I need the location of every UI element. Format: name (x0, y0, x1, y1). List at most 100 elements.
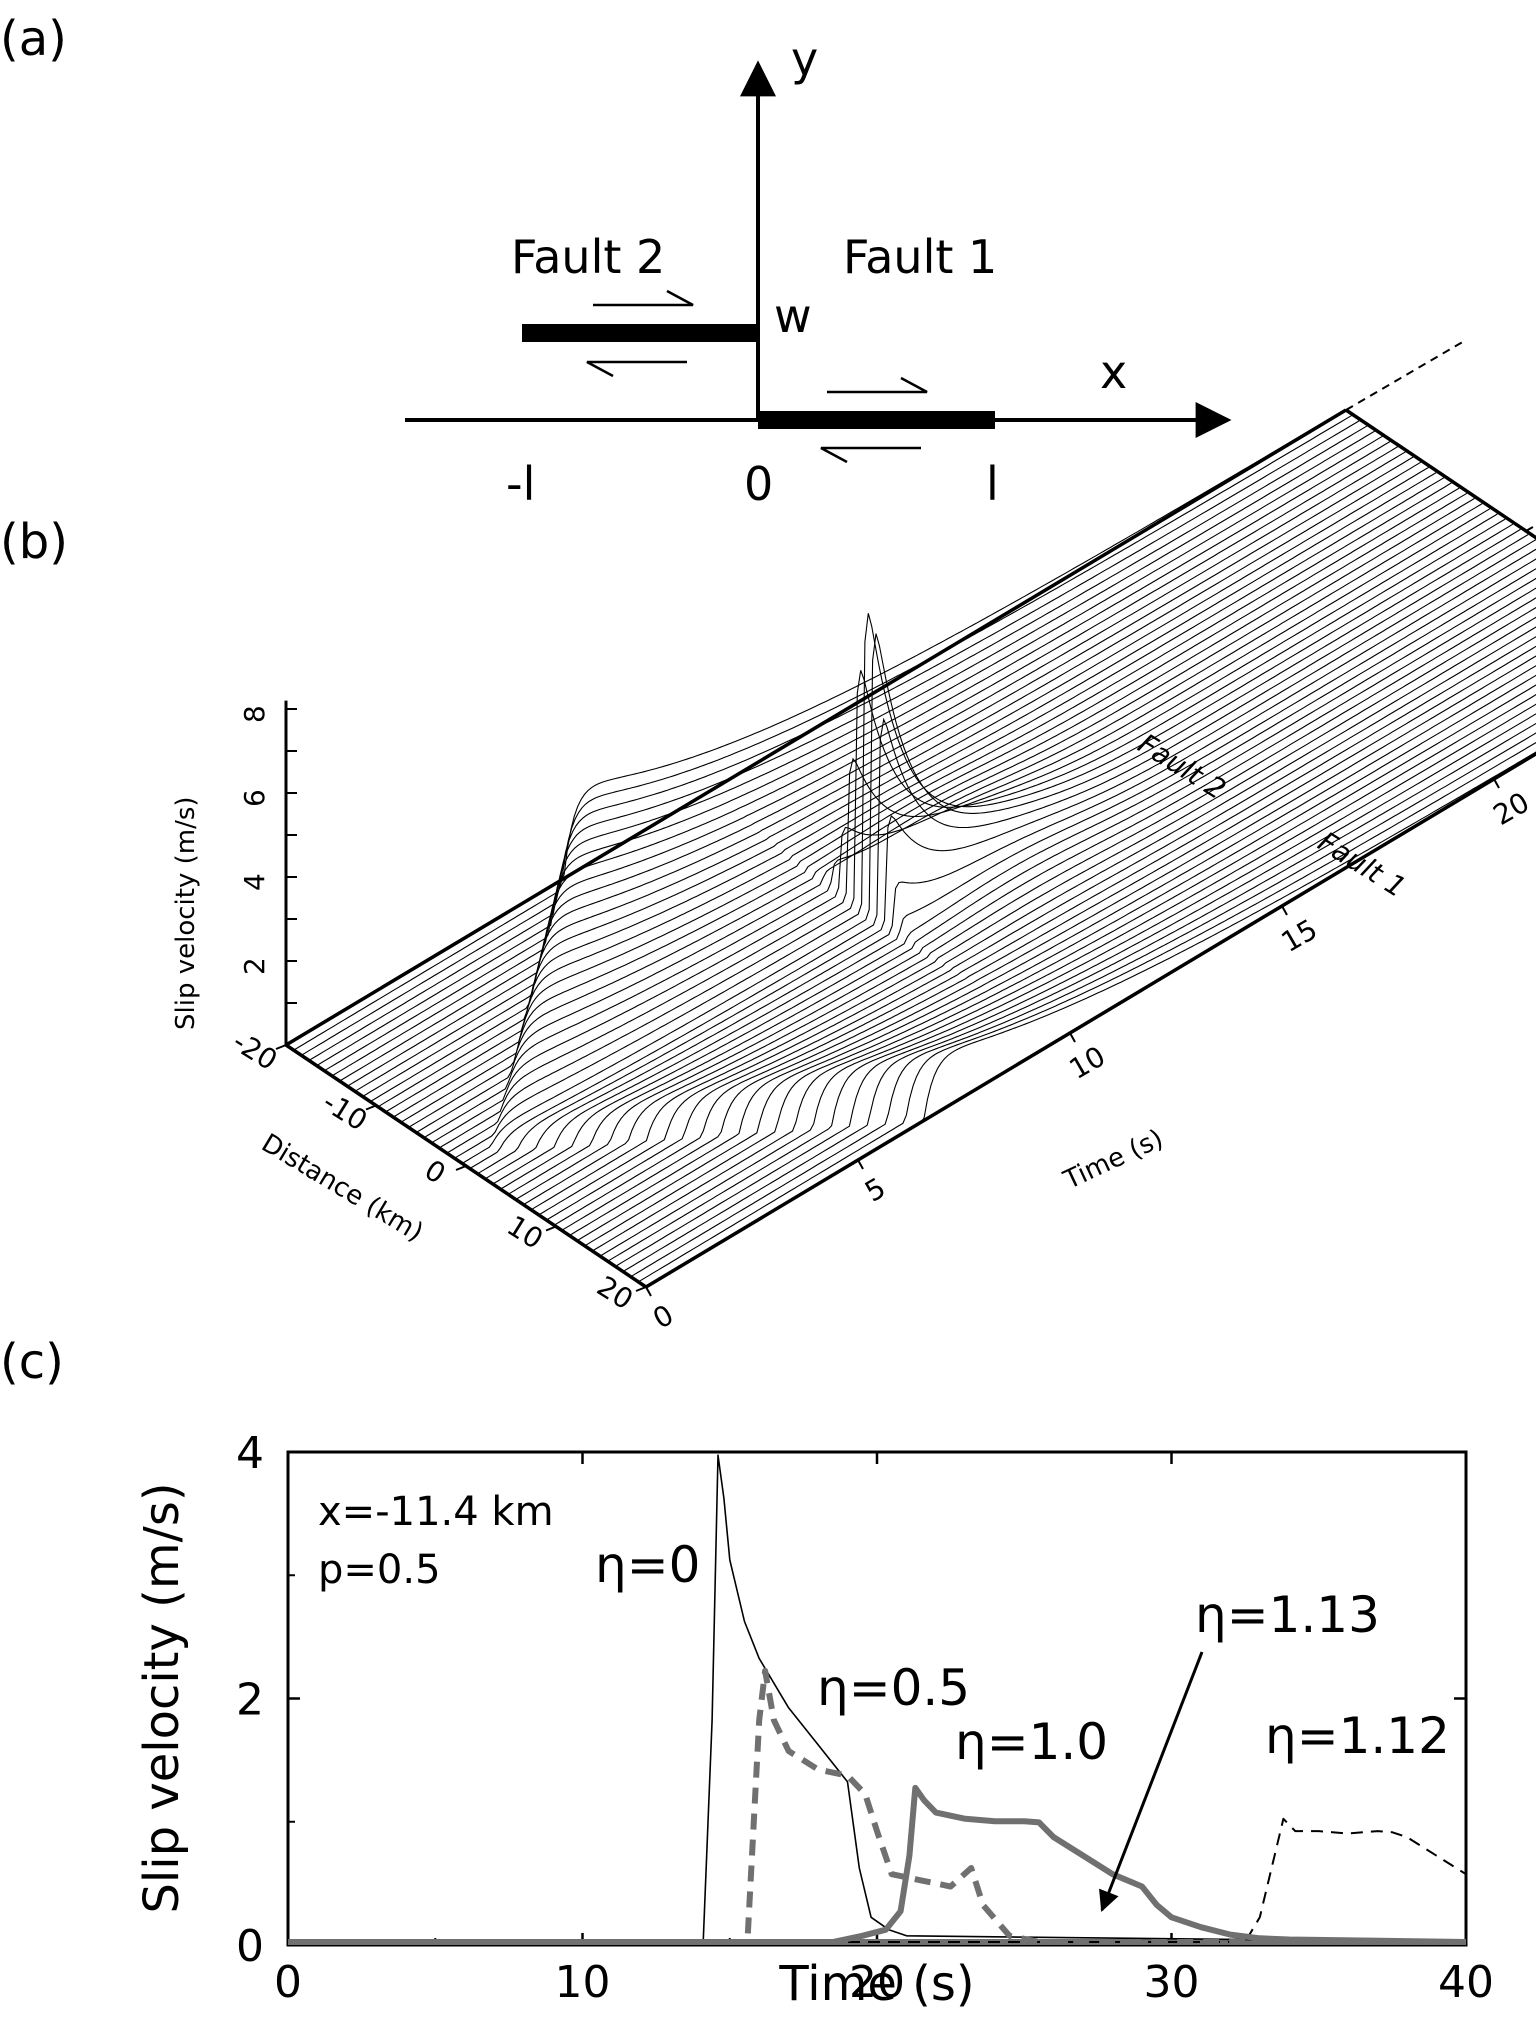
profile-line (293, 414, 1353, 1051)
profile-line (553, 636, 1536, 1226)
region-divider-line (1525, 524, 1536, 532)
time-tick (1493, 778, 1500, 789)
profile-line (507, 577, 1536, 1195)
time-tick (645, 1286, 652, 1297)
y-tick-label: 0 (236, 1921, 264, 1972)
profile-line (385, 477, 1445, 1113)
fault-1-bar (758, 411, 995, 429)
panel-a: (a) y x Fault 2 Fault 1 w -l 0 l (0, 11, 1232, 511)
fault-1-lower-slip-arrow (820, 446, 921, 464)
profile-line (316, 430, 1376, 1067)
distance-tick-label: -10 (317, 1085, 373, 1137)
x-tick-label: 40 (1438, 1957, 1494, 2008)
profile-line (615, 713, 1536, 1267)
profile-line (461, 528, 1521, 1164)
fault-2-upper-slip-arrow (593, 289, 694, 307)
z-tick-label: 2 (238, 957, 271, 975)
profile-line (370, 466, 1429, 1103)
time-tick (857, 1159, 864, 1170)
profile-line (523, 597, 1536, 1206)
profile-line (530, 606, 1536, 1211)
z-tick-label: 4 (238, 873, 271, 891)
y-axis-title: Slip velocity (m/s) (134, 1482, 190, 1913)
time-tick-label: 10 (1064, 1040, 1111, 1086)
profile-line (569, 655, 1536, 1236)
time-tick-label: 0 (647, 1298, 679, 1335)
z-tick-label: 6 (238, 789, 271, 807)
profile-line (584, 674, 1536, 1247)
x-tick-label: 30 (1144, 1957, 1200, 2008)
y-tick-label: 2 (236, 1675, 264, 1726)
profile-line (500, 568, 1536, 1190)
profile-line (454, 523, 1514, 1159)
pointer-arrow-eta-1-13 (1099, 1651, 1204, 1912)
x-tick-label: 10 (555, 1957, 611, 2008)
profile-line (492, 558, 1536, 1185)
profile-line (377, 472, 1437, 1108)
x-axis-label: x (1100, 345, 1127, 399)
panel-b-label: (b) (0, 514, 68, 570)
profile-line (607, 703, 1536, 1262)
y-tick-label: 4 (236, 1428, 264, 1479)
panel-c: (c) 0 10 20 30 40 0 2 4 Time (s) Slip velocity … (0, 1334, 1494, 2012)
time-tick (1069, 1032, 1076, 1043)
tick-l: l (986, 457, 999, 511)
time-tick (1281, 905, 1288, 916)
distance-tick-label: 0 (419, 1153, 452, 1190)
profile-line (339, 446, 1399, 1082)
distance-tick (365, 1104, 377, 1111)
profile-line (469, 534, 1529, 1170)
x-axis-title: Time (s) (778, 1956, 974, 2012)
profile-line (308, 425, 1368, 1061)
plot-lines (288, 1454, 1467, 1945)
profile-line (484, 548, 1536, 1180)
distance-tick-label: -20 (227, 1025, 283, 1077)
fault-1-label: Fault 1 (843, 230, 997, 284)
panel-a-label: (a) (0, 11, 67, 67)
profile-line (347, 451, 1406, 1087)
box-edge-front (645, 751, 1536, 1289)
profile-line (354, 456, 1414, 1092)
series-line (288, 1817, 1467, 1943)
profile-line (477, 539, 1536, 1175)
profile-line (331, 440, 1391, 1077)
profile-line (392, 482, 1452, 1118)
location-annotation: x=-11.4 km (318, 1489, 554, 1535)
profile-line (438, 513, 1498, 1149)
series-line (288, 1454, 1467, 1943)
profile-line (630, 732, 1536, 1278)
time-axis-label: Time (s) (1058, 1124, 1167, 1196)
profile-line (446, 518, 1506, 1154)
x-tick-label: 20 (849, 1957, 905, 2008)
profile-line (431, 508, 1491, 1144)
profile-line (400, 487, 1460, 1123)
distance-tick (635, 1286, 647, 1292)
w-label: w (774, 289, 812, 343)
time-tick-label: 5 (859, 1171, 891, 1208)
fault-1-upper-slip-arrow (827, 376, 928, 394)
profile-line (515, 587, 1536, 1200)
axis-ticks: 0 10 20 30 40 0 2 4 (236, 1428, 1494, 2008)
time-tick-label: 15 (1276, 913, 1323, 959)
panel-c-label: (c) (0, 1334, 64, 1390)
region-divider-line (1345, 339, 1467, 411)
profile-line (592, 684, 1536, 1252)
profile-line (423, 503, 1483, 1139)
time-tick-label: 20 (1488, 786, 1535, 832)
series-line (288, 1667, 1466, 1945)
label-eta-1-12: η=1.12 (1265, 1707, 1450, 1765)
p-annotation: p=0.5 (318, 1547, 441, 1593)
tick-neg-l: -l (506, 457, 535, 511)
fault-2-lower-slip-arrow (586, 360, 687, 378)
profile-line (415, 497, 1475, 1133)
tick-zero: 0 (744, 457, 773, 511)
profile-line (576, 665, 1536, 1242)
profile-line (599, 693, 1536, 1257)
label-eta-1-0: η=1.0 (955, 1713, 1108, 1771)
profile-line (622, 722, 1536, 1273)
z-tick-label: 8 (238, 705, 271, 723)
distance-tick (545, 1225, 557, 1232)
profile-line (546, 626, 1536, 1221)
distance-tick (455, 1165, 467, 1171)
